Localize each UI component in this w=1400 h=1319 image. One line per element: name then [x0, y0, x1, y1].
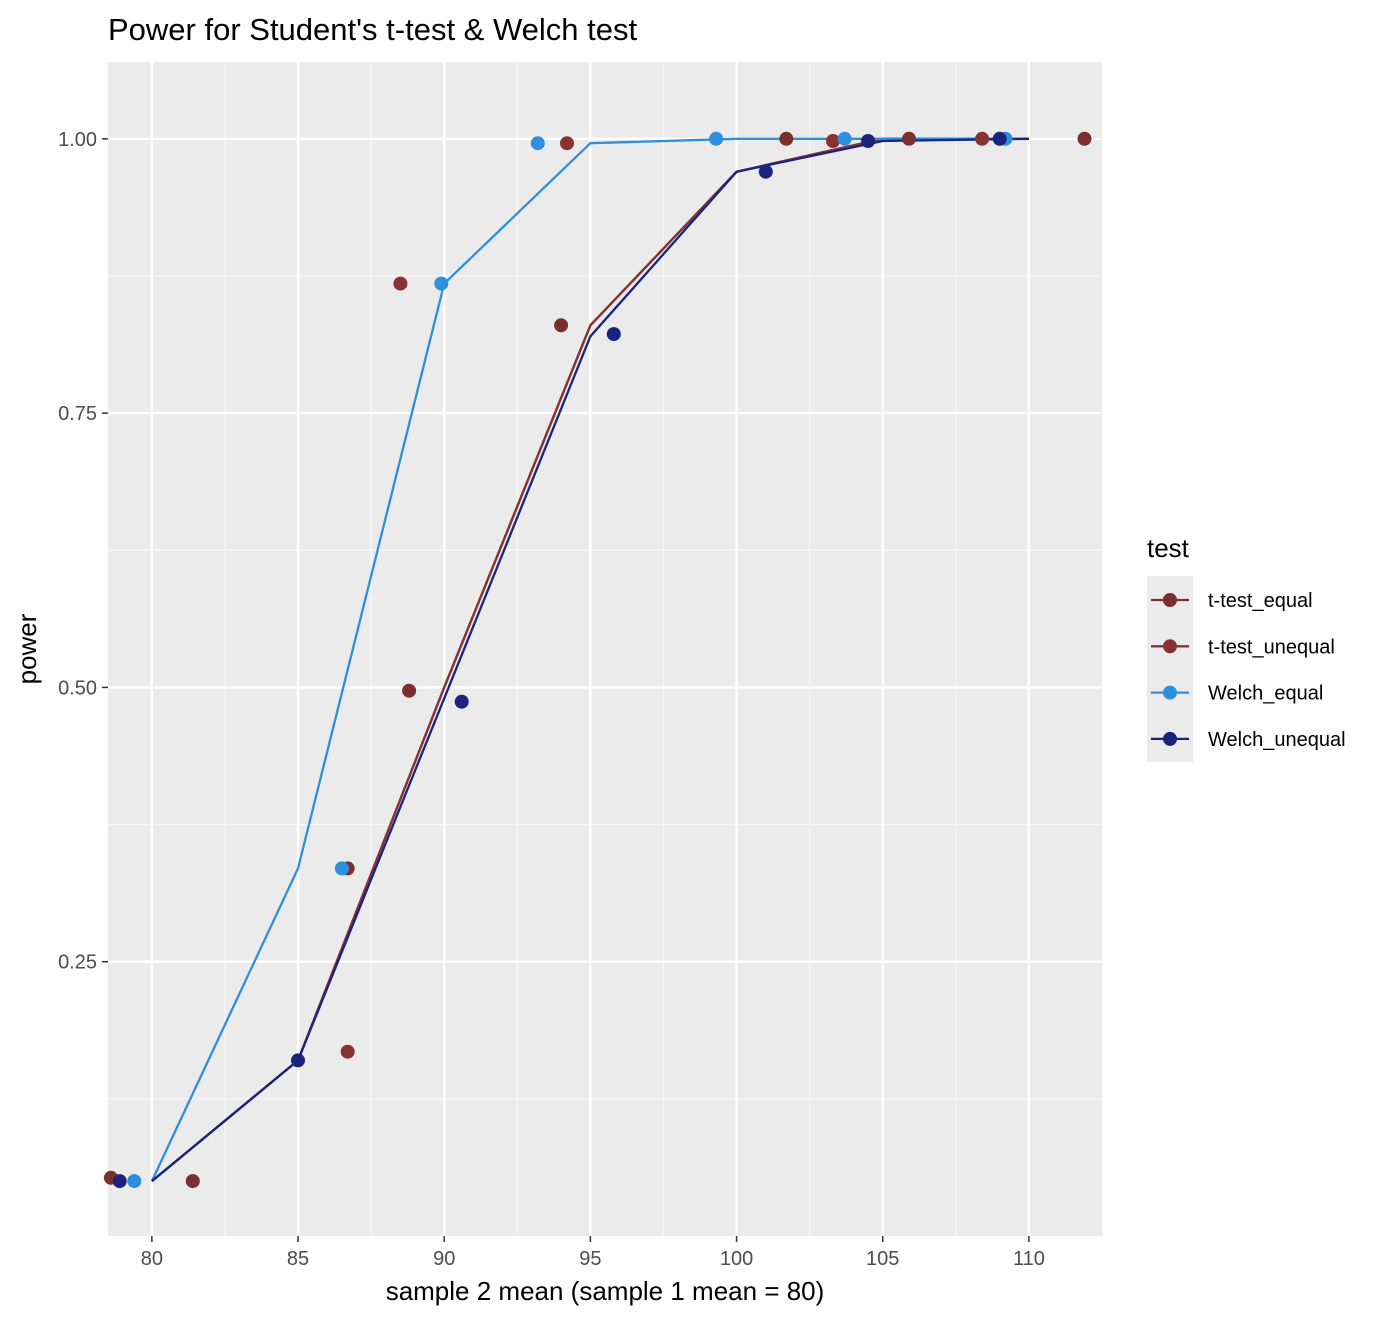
- x-tick-label: 100: [720, 1248, 753, 1270]
- y-axis-title: power: [12, 613, 42, 684]
- x-tick-label: 105: [866, 1248, 899, 1270]
- y-tick-label: 0.25: [58, 952, 97, 974]
- data-point-welch-equal: [837, 131, 852, 146]
- data-point-welch-equal: [334, 861, 349, 876]
- series-points: [103, 131, 1092, 1189]
- x-tick-label: 110: [1013, 1248, 1045, 1270]
- x-tick-label: 90: [433, 1248, 455, 1270]
- legend-item-welch-equal: Welch_equal: [1151, 683, 1323, 705]
- legend-label: Welch_equal: [1208, 683, 1323, 705]
- x-tick-label: 85: [287, 1248, 309, 1270]
- data-point-welch-unequal: [291, 1053, 305, 1068]
- y-axis: 0.25 0.50 0.75 1.00: [58, 129, 108, 974]
- legend: test t-test_equal t-test_unequal Welch_equ…: [1147, 533, 1346, 762]
- legend-label: Welch_unequal: [1208, 729, 1346, 751]
- data-point-welch-unequal: [454, 694, 469, 709]
- data-point-t-test-unequal: [975, 131, 990, 146]
- legend-item-t-test-unequal: t-test_unequal: [1151, 636, 1335, 658]
- legend-dot: [1163, 593, 1177, 607]
- x-axis-title: sample 2 mean (sample 1 mean = 80): [386, 1276, 825, 1306]
- data-point-welch-unequal: [758, 164, 773, 179]
- legend-item-t-test-equal: t-test_equal: [1151, 590, 1313, 612]
- data-point-welch-equal: [434, 276, 449, 291]
- data-point-welch-unequal: [992, 131, 1007, 146]
- data-point-welch-equal: [709, 131, 724, 146]
- legend-title: test: [1147, 533, 1190, 563]
- data-point-t-test-equal: [902, 131, 916, 146]
- chart-title: Power for Student's t-test & Welch test: [108, 12, 638, 47]
- grid-minor: [108, 62, 1102, 1236]
- data-point-t-test-unequal: [340, 1044, 355, 1059]
- data-point-welch-unequal: [606, 327, 621, 342]
- y-tick-label: 0.75: [58, 403, 97, 425]
- data-point-t-test-equal: [185, 1174, 200, 1189]
- legend-dot: [1163, 731, 1177, 746]
- legend-label: t-test_unequal: [1208, 636, 1335, 658]
- series-line-welch-equal: [150, 137, 1029, 1182]
- y-tick-label: 0.50: [58, 677, 97, 699]
- data-point-welch-unequal: [112, 1174, 127, 1189]
- data-point-t-test-equal: [779, 131, 794, 146]
- data-point-t-test-unequal: [826, 134, 840, 148]
- y-tick-label: 1.00: [58, 129, 97, 151]
- plot-panel: [108, 62, 1102, 1236]
- data-point-t-test-unequal: [393, 276, 408, 291]
- grid-major: [108, 62, 1102, 1236]
- legend-item-welch-unequal: Welch_unequal: [1151, 729, 1346, 751]
- data-point-t-test-equal: [554, 318, 569, 333]
- x-tick-label: 80: [141, 1248, 163, 1270]
- data-point-t-test-equal: [402, 683, 417, 698]
- data-point-welch-equal: [127, 1174, 142, 1189]
- legend-dot: [1163, 685, 1177, 700]
- data-point-t-test-unequal: [560, 136, 574, 151]
- data-point-welch-unequal: [861, 134, 876, 148]
- x-axis: 80 85 90 95 100 105 110: [141, 1236, 1045, 1270]
- legend-dot: [1163, 639, 1177, 654]
- data-point-t-test-equal: [1077, 131, 1092, 146]
- x-tick-label: 95: [579, 1248, 601, 1270]
- data-point-welch-equal: [530, 136, 545, 151]
- legend-label: t-test_equal: [1208, 590, 1313, 612]
